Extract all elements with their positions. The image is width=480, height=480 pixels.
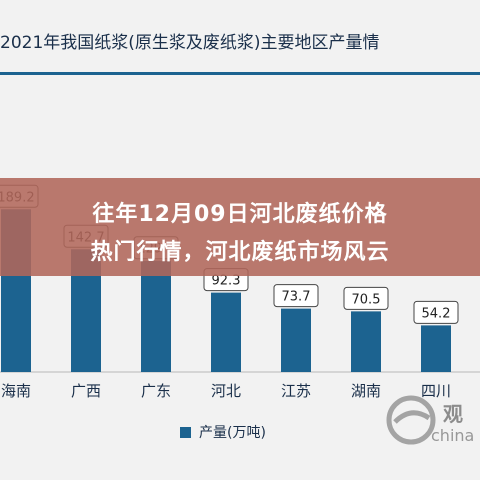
watermark-text: 观 (443, 402, 463, 426)
title-underline (0, 72, 480, 75)
headline-line-2: 热门行情，河北废纸市场风云 (90, 240, 390, 265)
watermark-logo-icon (386, 395, 436, 445)
watermark-subtext: china (431, 426, 475, 445)
data-label-box (273, 284, 319, 308)
bar (141, 260, 171, 372)
headline-line-1: 往年12月09日河北废纸价格 (92, 202, 388, 227)
watermark: 观 china (385, 392, 480, 452)
legend-label: 产量(万吨) (199, 425, 266, 441)
category-label: 海南 (1, 382, 31, 400)
headline-banner: 往年12月09日河北废纸价格 热门行情，河北废纸市场风云 (0, 178, 480, 276)
data-label: 92.3 (212, 274, 241, 289)
legend-swatch (180, 426, 191, 438)
category-label: 广西 (71, 382, 101, 400)
bar (351, 311, 381, 372)
data-label: 70.5 (352, 292, 381, 307)
bar (211, 292, 241, 372)
data-label: 54.2 (422, 306, 451, 321)
legend: 产量(万吨) (180, 422, 266, 442)
data-label: 73.7 (282, 290, 311, 305)
category-label: 四川 (421, 382, 451, 400)
category-label: 湖南 (351, 382, 381, 400)
category-label: 广东 (141, 382, 171, 400)
bar (421, 325, 451, 372)
category-label: 江苏 (281, 382, 311, 400)
chart-title: 2021年我国纸浆(原生浆及废纸浆)主要地区产量情 (0, 33, 380, 53)
data-label-box (413, 300, 459, 324)
bar (281, 308, 311, 372)
data-label-box (343, 286, 389, 310)
category-label: 河北 (211, 382, 241, 400)
